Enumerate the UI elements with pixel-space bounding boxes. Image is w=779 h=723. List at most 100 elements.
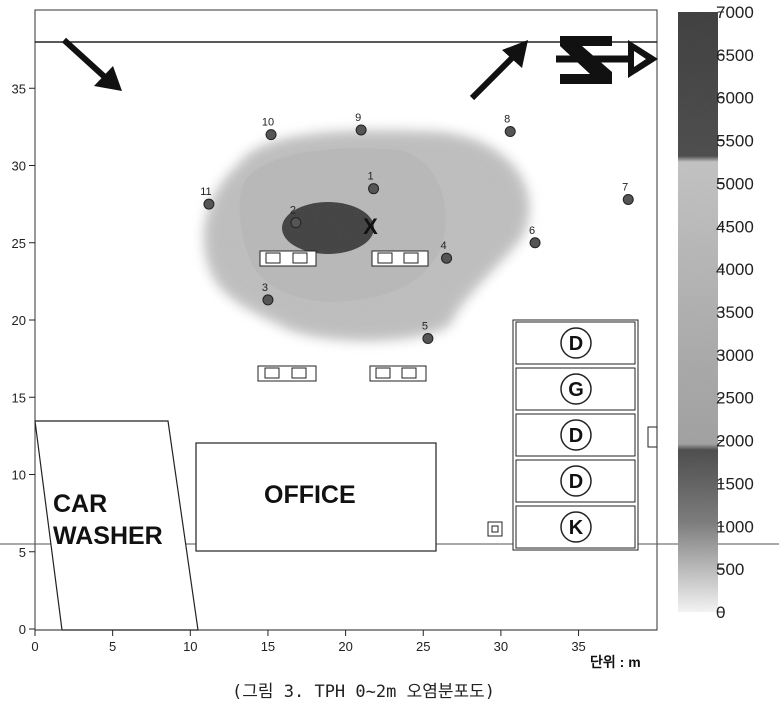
colorbar-tick-label: 6000 <box>716 89 754 108</box>
contamination-marker: X <box>363 214 378 239</box>
pump-icon <box>265 252 281 264</box>
tank-label: K <box>569 517 584 539</box>
dispenser-island-2 <box>371 250 429 267</box>
well-label: 10 <box>262 117 274 129</box>
well-label: 11 <box>200 186 211 198</box>
colorbar-tick-label: 3000 <box>716 346 754 365</box>
small-pump-icon <box>487 521 503 537</box>
arrowhead-southeast-icon <box>94 66 122 91</box>
x-tick-label: 0 <box>31 639 38 654</box>
well-point <box>265 129 277 141</box>
x-tick-label: 15 <box>261 639 275 654</box>
north-arrow-icon <box>556 36 658 84</box>
well-point <box>368 183 380 195</box>
pump-icon <box>401 367 417 379</box>
car-washer-label-1: CAR <box>53 490 107 518</box>
small-pump-inner <box>491 525 499 533</box>
office-building: OFFICE <box>195 442 437 552</box>
x-tick-label: 5 <box>109 639 116 654</box>
colorbar-tick-label: 7000 <box>716 3 754 22</box>
well-label: 4 <box>440 240 446 252</box>
well-point <box>290 217 302 229</box>
colorbar-tick-label: 6500 <box>716 46 754 65</box>
office-label: OFFICE <box>264 481 356 509</box>
well-point <box>504 126 516 138</box>
well-label: 6 <box>529 225 535 237</box>
office-outline <box>195 442 437 552</box>
well-label: 9 <box>355 112 361 124</box>
well-label: 1 <box>367 171 373 183</box>
y-axis: 0 5 10 15 20 25 30 35 <box>12 81 35 637</box>
tank-label: D <box>569 333 583 355</box>
x-tick-label: 30 <box>494 639 508 654</box>
y-tick-label: 5 <box>19 545 26 560</box>
colorbar-tick-label: 3500 <box>716 303 754 322</box>
well-label: 3 <box>262 282 268 294</box>
colorbar-tick-label: 4000 <box>716 260 754 279</box>
monitoring-wells: 1 2 3 4 5 6 7 8 9 10 11 X <box>200 112 634 345</box>
colorbar-grain <box>678 12 718 612</box>
contour-low-edge <box>204 130 530 341</box>
y-tick-label: 10 <box>12 468 26 483</box>
colorbar-tick-label: 1000 <box>716 517 754 536</box>
arrowhead-northeast-icon <box>502 40 528 68</box>
tank-circle-icon <box>560 419 592 451</box>
pump-icon <box>375 367 391 379</box>
tank-circle-icon <box>560 327 592 359</box>
car-washer-label-2: WASHER <box>53 522 163 550</box>
tank-label: G <box>568 379 584 401</box>
pump-icon <box>291 367 307 379</box>
pump-icon <box>292 252 308 264</box>
x-tick-label: 25 <box>416 639 430 654</box>
flow-arrows <box>61 37 528 101</box>
tank-circle-icon <box>560 511 592 543</box>
dispenser-islands <box>257 250 658 537</box>
pump-icon <box>403 252 419 264</box>
tank-label: D <box>569 471 583 493</box>
dispenser-island-3 <box>257 365 317 382</box>
colorbar-tick-label: 1500 <box>716 474 754 493</box>
colorbar-tick-label: 5500 <box>716 132 754 151</box>
well-point <box>441 252 453 264</box>
pump-icon <box>264 367 280 379</box>
colorbar: 7000 6500 6000 5500 5000 4500 4000 3500 3000 2500… <box>678 3 754 622</box>
y-tick-label: 0 <box>19 622 26 637</box>
tank-label: D <box>569 425 583 447</box>
y-tick-label: 30 <box>12 159 26 174</box>
tank-group: D G D D K <box>512 319 639 551</box>
arrow-northeast-icon <box>469 52 518 101</box>
y-tick-label: 25 <box>12 236 26 251</box>
well-label: 7 <box>622 181 628 193</box>
colorbar-tick-label: 4500 <box>716 217 754 236</box>
pump-icon <box>377 252 393 264</box>
tank-circle-icon <box>560 465 592 497</box>
well-point <box>422 333 434 345</box>
y-tick-label: 35 <box>12 81 26 96</box>
car-washer-building: CAR WASHER <box>34 420 199 631</box>
well-point <box>262 294 274 306</box>
well-point <box>355 124 367 136</box>
colorbar-tick-label: 0 <box>716 603 725 622</box>
figure-caption: (그림 3. TPH 0~2m 오염분포도) <box>232 682 495 702</box>
unit-label: 단위 : m <box>590 654 641 670</box>
well-label: 8 <box>504 114 510 126</box>
x-axis: 0 5 10 15 20 25 30 35 <box>31 629 657 654</box>
colorbar-tick-label: 2500 <box>716 389 754 408</box>
y-tick-label: 20 <box>12 313 26 328</box>
dispenser-island-4 <box>369 365 427 382</box>
y-tick-label: 15 <box>12 390 26 405</box>
tank-circle-icon <box>560 373 592 405</box>
colorbar-tick-label: 5000 <box>716 174 754 193</box>
well-label: 2 <box>290 205 296 217</box>
x-tick-label: 20 <box>338 639 352 654</box>
well-point <box>203 198 215 210</box>
dispenser-island-1 <box>259 250 317 267</box>
well-point <box>529 237 541 249</box>
x-tick-label: 35 <box>571 639 585 654</box>
car-washer-outline <box>34 420 199 631</box>
well-point <box>622 193 634 205</box>
arrow-southeast-icon <box>61 37 111 83</box>
colorbar-tick-label: 2000 <box>716 432 754 451</box>
x-tick-label: 10 <box>183 639 197 654</box>
